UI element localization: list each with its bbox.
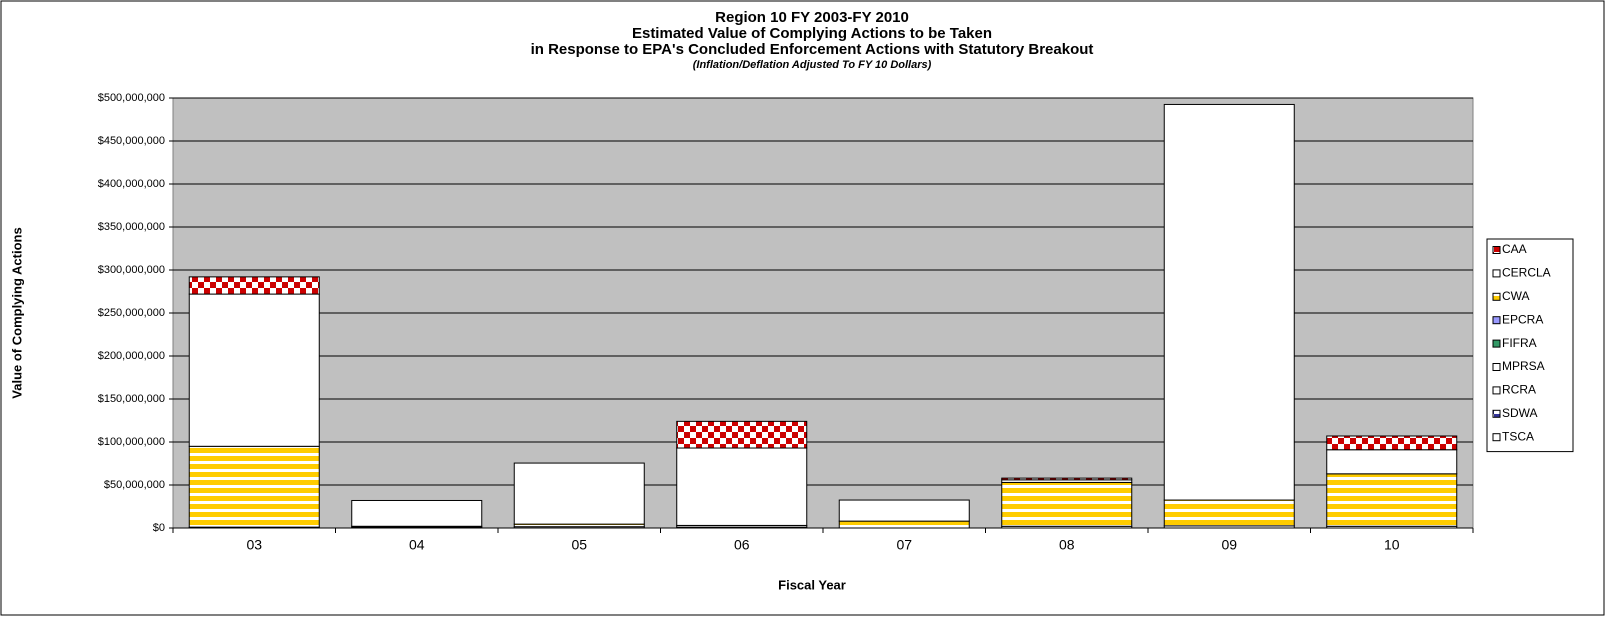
bar-segment	[1001, 481, 1133, 527]
legend-label: CWA	[1502, 289, 1530, 303]
bar-segment	[676, 420, 808, 449]
x-tick-label: 08	[1059, 537, 1075, 553]
bar-segment	[1163, 499, 1295, 527]
chart-title: Estimated Value of Complying Actions to …	[632, 25, 992, 42]
y-tick-label: $300,000,000	[98, 264, 165, 276]
y-tick-label: $50,000,000	[104, 479, 165, 491]
legend-swatch	[1492, 433, 1501, 442]
bar-segment	[188, 445, 320, 528]
legend-swatch	[1492, 269, 1501, 278]
legend-label: CERCLA	[1502, 266, 1551, 280]
legend-label: FIFRA	[1502, 336, 1537, 350]
legend-label: MPRSA	[1502, 359, 1545, 373]
bar-segment	[1326, 449, 1458, 475]
legend-label: RCRA	[1502, 383, 1536, 397]
legend-swatch	[1492, 363, 1501, 371]
y-tick-label: $150,000,000	[98, 393, 165, 405]
legend-label: EPCRA	[1502, 312, 1543, 326]
bar-segment	[188, 276, 320, 295]
bar-segment	[188, 293, 320, 447]
y-tick-label: $200,000,000	[98, 350, 165, 362]
x-tick-label: 04	[409, 537, 425, 553]
x-axis-label: Fiscal Year	[778, 577, 846, 592]
legend-label: CAA	[1502, 242, 1527, 256]
legend-label: SDWA	[1502, 406, 1538, 420]
y-tick-label: $400,000,000	[98, 178, 165, 190]
bar-segment	[676, 447, 808, 526]
legend-swatch	[1492, 386, 1501, 395]
x-tick-label: 07	[896, 537, 912, 553]
bar-segment	[1163, 103, 1295, 501]
y-tick-label: $250,000,000	[98, 307, 165, 319]
y-tick-label: $500,000,000	[98, 92, 165, 104]
legend-swatch	[1492, 339, 1501, 348]
legend-swatch	[1492, 409, 1501, 418]
bar-segment	[1326, 473, 1458, 527]
x-tick-label: 05	[571, 537, 587, 553]
bar-segment	[838, 520, 970, 529]
y-tick-label: $100,000,000	[98, 436, 165, 448]
x-tick-label: 03	[246, 537, 262, 553]
legend	[1486, 238, 1574, 453]
x-tick-label: 06	[734, 537, 750, 553]
legend-swatch	[1492, 292, 1501, 301]
y-tick-label: $450,000,000	[98, 135, 165, 147]
x-tick-label: 10	[1384, 537, 1400, 553]
bar-segment	[1001, 477, 1133, 481]
chart-title: in Response to EPA's Concluded Enforceme…	[531, 41, 1094, 58]
bar-segment	[513, 462, 645, 525]
chart-title: Region 10 FY 2003-FY 2010	[715, 9, 909, 26]
bar-segment	[351, 499, 483, 527]
bar-segment	[838, 499, 970, 522]
legend-swatch	[1492, 246, 1501, 254]
bar-segment	[1326, 435, 1458, 451]
legend-swatch	[1492, 316, 1501, 325]
chart-subtitle: (Inflation/Deflation Adjusted To FY 10 D…	[693, 59, 932, 71]
x-tick-label: 09	[1221, 537, 1237, 553]
y-tick-label: $350,000,000	[98, 221, 165, 233]
y-tick-label: $0	[153, 522, 165, 534]
legend-label: TSCA	[1502, 429, 1534, 443]
y-axis-label: Value of Complying Actions	[9, 227, 24, 398]
